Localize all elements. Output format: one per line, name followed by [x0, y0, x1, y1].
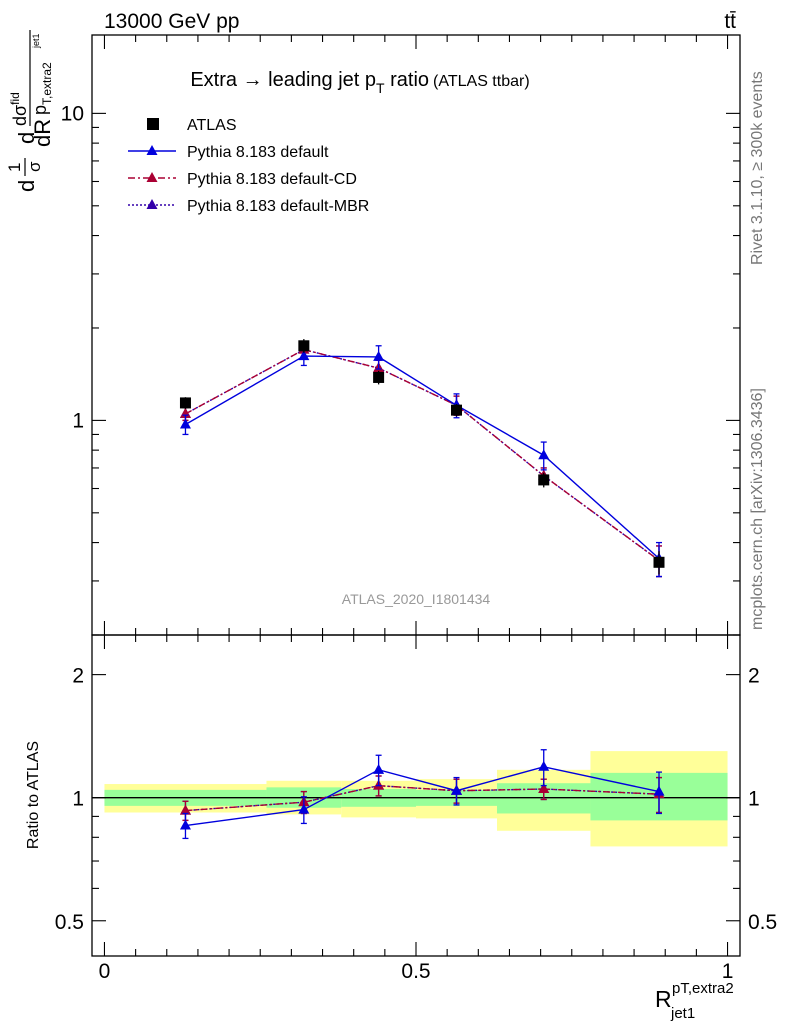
ratio-point-triangle — [653, 785, 665, 796]
legend-marker-triangle — [146, 145, 158, 155]
svg-text:1: 1 — [5, 163, 24, 172]
ratio-point-triangle — [538, 760, 550, 771]
header-left: 13000 GeV pp — [104, 10, 239, 33]
svg-text:dR: dR — [30, 119, 55, 147]
ratio-ytick-label-left: 1 — [72, 788, 84, 811]
main-panel: 1 10 Extra → leading jet pT ratio (ATLAS t… — [5, 30, 741, 636]
ratio-ylabel: Ratio to ATLAS — [25, 741, 42, 849]
main-ylabel: d 1 σ d dσfid pT,extra2 jet1 dR — [5, 30, 55, 192]
main-point-triangle — [538, 449, 550, 460]
main-point-triangle — [373, 350, 385, 361]
ratio-xtick-label: 0.5 — [401, 960, 430, 983]
ratio-xtick-label: 1 — [722, 960, 734, 983]
data-point — [451, 404, 462, 416]
ratio-point-triangle — [179, 804, 191, 815]
legend-label: Pythia 8.183 default — [187, 144, 329, 161]
analysis-id: ATLAS_2020_I1801434 — [342, 591, 491, 607]
svg-text:jet1: jet1 — [31, 33, 41, 49]
ratio-series-line — [185, 766, 660, 827]
legend-marker-triangle — [146, 199, 158, 209]
ratio-point-triangle — [373, 763, 385, 774]
ratio-panel: 0.5 0.5 1 1 2 2 0 0.5 1 Ratio to ATLAS RpT,extra… — [25, 634, 777, 1022]
ratio-ytick-label-right: 0.5 — [748, 911, 777, 934]
ratio-series-line — [185, 784, 660, 812]
data-point — [179, 397, 191, 409]
legend-label: ATLAS — [187, 117, 237, 134]
main-ytick-label: 1 — [72, 409, 84, 432]
ratio-point-triangle — [298, 803, 310, 814]
main-point-triangle — [179, 418, 191, 429]
data-point — [373, 371, 385, 383]
ratio-point-triangle — [179, 819, 191, 830]
legend-marker-triangle — [146, 172, 158, 182]
main-series-line — [185, 355, 660, 560]
data-point — [538, 474, 550, 486]
svg-text:dσfid: dσfid — [8, 92, 30, 126]
header-right: tt̄ — [724, 10, 736, 33]
mcplots-label: mcplots.cern.ch [arXiv:1306.3436] — [749, 388, 766, 630]
ratio-point-triangle — [538, 783, 550, 794]
main-series-line — [185, 348, 660, 561]
legend: ATLAS Pythia 8.183 default Pythia 8.183 de… — [128, 117, 369, 215]
svg-text:σ: σ — [25, 161, 44, 172]
svg-text:d: d — [14, 180, 39, 192]
data-point — [653, 556, 665, 568]
ratio-point-triangle — [451, 784, 462, 795]
legend-marker-square — [147, 118, 159, 130]
main-title: Extra → leading jet pT ratio (ATLAS ttbar… — [190, 69, 529, 96]
ratio-ytick-label-left: 0.5 — [55, 911, 84, 934]
ratio-ytick-label-right: 2 — [748, 665, 760, 688]
main-ytick-label: 10 — [61, 102, 84, 125]
svg-text:d: d — [14, 132, 39, 144]
ratio-xtick-label: 0 — [99, 960, 111, 983]
ratio-ytick-label-left: 2 — [72, 665, 84, 688]
svg-text:pT,extra2: pT,extra2 — [30, 62, 54, 115]
legend-label: Pythia 8.183 default-MBR — [187, 198, 369, 215]
legend-label: Pythia 8.183 default-CD — [187, 171, 357, 188]
main-series-line — [185, 348, 660, 561]
ratio-xlabel: RpT,extra2 jet1 — [655, 980, 734, 1022]
data-point — [298, 340, 310, 352]
ratio-ytick-label-right: 1 — [748, 788, 760, 811]
main-point-triangle — [298, 350, 310, 361]
rivet-label: Rivet 3.1.10, ≥ 300k events — [749, 71, 766, 265]
